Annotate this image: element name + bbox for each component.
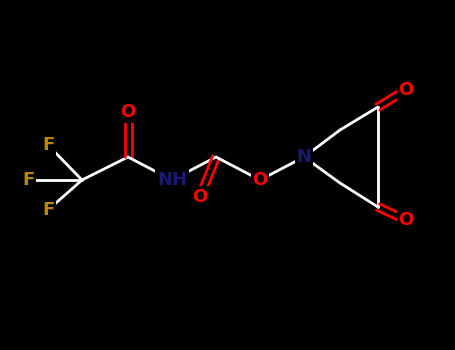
Text: O: O: [121, 103, 136, 121]
Text: O: O: [399, 211, 414, 229]
Text: F: F: [22, 171, 34, 189]
Text: O: O: [399, 81, 414, 99]
Text: O: O: [253, 171, 268, 189]
Text: F: F: [42, 201, 54, 219]
Text: F: F: [42, 136, 54, 154]
Text: NH: NH: [157, 171, 187, 189]
Text: O: O: [192, 188, 207, 206]
Text: N: N: [297, 148, 312, 166]
